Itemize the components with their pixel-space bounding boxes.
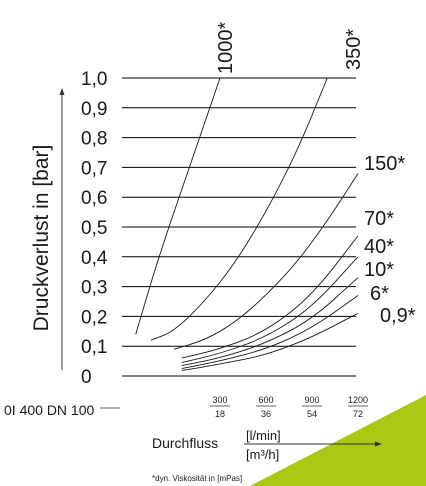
footnote: *dyn. Viskosität in [mPas]	[152, 474, 242, 483]
curve-label: 10*	[364, 259, 394, 281]
curve-6	[181, 295, 359, 370]
curve-label: 150*	[364, 153, 405, 175]
y-tick-label: 0,3	[81, 278, 107, 299]
y-tick-label: 0,6	[81, 188, 107, 209]
y-tick-label: 0,2	[81, 307, 107, 328]
x-unit-bottom: [m³/h]	[246, 447, 279, 462]
y-tick-label: 0,1	[81, 337, 107, 358]
curve-label: 0,9*	[380, 305, 416, 327]
x-tick-label-lmin: 300	[212, 395, 227, 405]
y-tick-label: 0,5	[81, 218, 107, 239]
accent-triangle	[250, 395, 426, 486]
x-tick-label-m3h: 18	[215, 409, 225, 419]
curve-350	[150, 77, 328, 341]
curve-1000	[135, 77, 221, 335]
curve-label: 70*	[364, 208, 394, 230]
x-tick-label-lmin: 1200	[348, 395, 368, 405]
x-axis-arrowhead	[375, 441, 382, 447]
curve-label: 350*	[343, 29, 365, 70]
curve-label: 1000*	[215, 22, 237, 74]
curve-70	[181, 235, 359, 359]
curves	[135, 77, 359, 372]
curve-label: 6*	[370, 283, 389, 305]
y-axis-label: Druckverlust in [bar]	[30, 145, 53, 332]
x-tick-label-lmin: 900	[304, 395, 319, 405]
x-axis-label: Durchfluss	[152, 435, 218, 451]
x-tick-label-lmin: 600	[258, 395, 273, 405]
y-tick-labels: 1,0 0,9 0,8 0,7 0,6 0,5 0,4 0,3 0,2 0,1 0	[81, 69, 108, 388]
x-tick-label-m3h: 36	[261, 409, 271, 419]
curve-10	[181, 277, 359, 367]
curve-09	[181, 312, 359, 372]
y-tick-label: 0,8	[81, 129, 107, 150]
y-axis-arrowhead	[59, 88, 65, 95]
curve-labels: 1000* 350* 150* 70* 40*10*6*0,9*	[215, 22, 416, 327]
y-tick-label: 0,9	[81, 99, 107, 120]
y-tick-label: 0	[81, 367, 92, 388]
x-tick-labels: 300 18 600 36 900 54 1200 72	[100, 395, 368, 419]
curve-label: 40*	[364, 236, 394, 258]
y-tick-label: 0,4	[81, 248, 108, 269]
y-tick-label: 0,7	[81, 158, 107, 179]
x-tick-label-m3h: 54	[307, 409, 317, 419]
x-unit-top: [l/min]	[246, 428, 281, 443]
curve-150	[173, 172, 359, 350]
curve-40	[181, 256, 359, 364]
model-label: 0I 400 DN 100	[4, 402, 94, 418]
y-tick-label: 1,0	[81, 69, 107, 90]
x-tick-label-m3h: 72	[353, 409, 363, 419]
grid-lines	[122, 77, 356, 377]
